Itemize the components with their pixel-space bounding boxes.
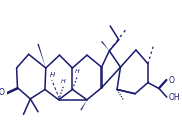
Text: O: O: [0, 88, 5, 97]
Text: OH: OH: [169, 93, 180, 102]
Polygon shape: [80, 100, 87, 110]
Text: H: H: [50, 72, 55, 78]
Polygon shape: [101, 41, 109, 51]
Text: O: O: [169, 75, 174, 84]
Text: H: H: [61, 79, 66, 84]
Polygon shape: [37, 44, 46, 68]
Text: H: H: [75, 69, 80, 74]
